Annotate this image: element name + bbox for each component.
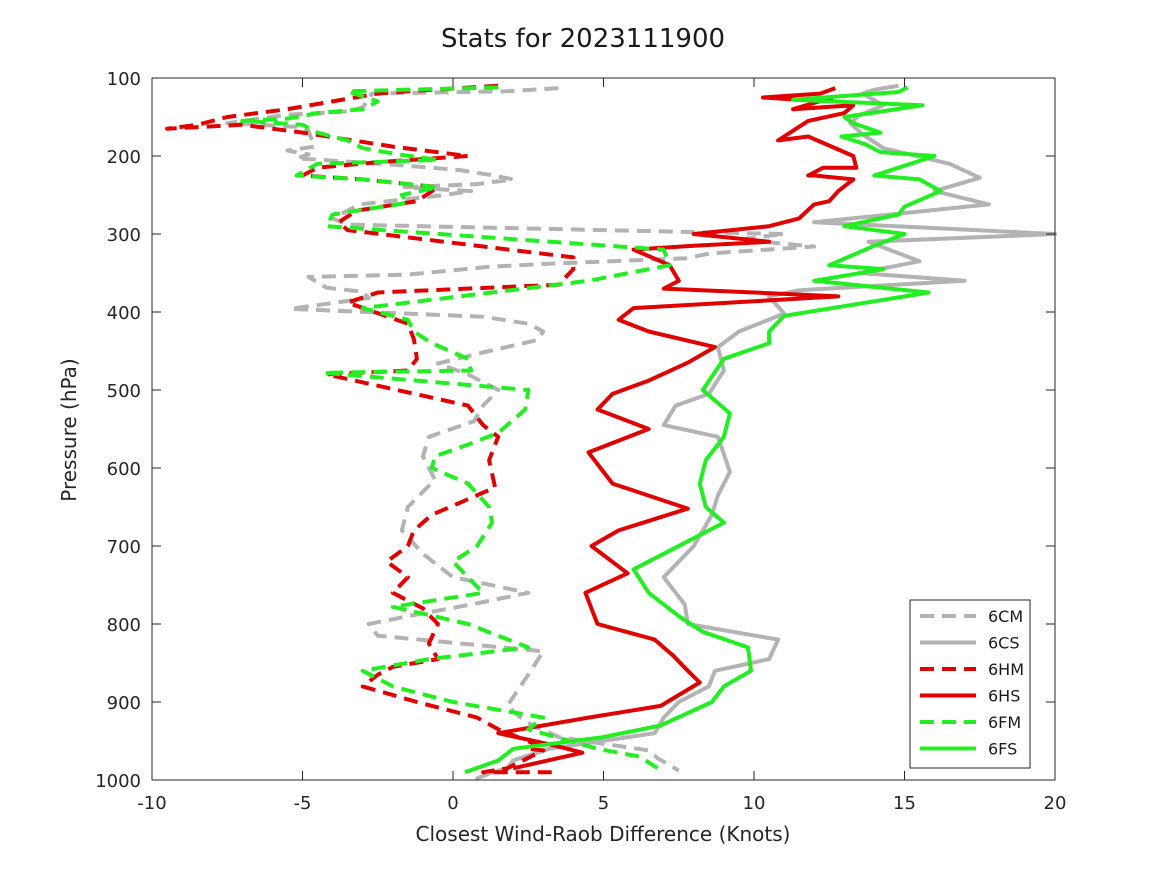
y-tick-label: 100 [107,69,141,90]
series-6fm-line [240,85,672,770]
y-tick-label: 500 [107,381,141,402]
x-tick-label: 20 [1044,793,1067,814]
x-tick-label: 15 [893,793,916,814]
y-tick-label: 300 [107,225,141,246]
y-tick-label: 600 [107,459,141,480]
y-tick-label: 400 [107,303,141,324]
x-tick-label: -10 [137,793,166,814]
chart-title: Stats for 2023111900 [441,24,725,54]
legend-label-6fm: 6FM [988,713,1021,732]
y-tick-label: 700 [107,537,141,558]
y-axis-label: Pressure (hPa) [57,358,81,501]
legend: 6CM 6CS 6HM 6HS 6FM 6FS [909,599,1031,769]
legend-box [909,599,1031,769]
legend-label-6cs: 6CS [988,634,1020,653]
y-tick-label: 800 [107,615,141,636]
x-axis-label: Closest Wind-Raob Difference (Knots) [416,822,791,846]
legend-label-6fs: 6FS [988,740,1017,759]
x-tick-label: 0 [447,793,458,814]
series-layer [165,83,1057,781]
legend-label-6hs: 6HS [988,687,1020,706]
axis-ticks: -10 -5 0 5 10 15 20 100 200 300 400 500 600 700 800 900… [95,69,1066,814]
y-tick-label: 200 [107,147,141,168]
x-tick-label: 5 [598,793,609,814]
series-6fs-line [464,85,943,775]
legend-label-6hm: 6HM [988,660,1024,679]
x-tick-label: 10 [743,793,766,814]
series-6cm-line [225,86,817,773]
x-tick-label: -5 [294,793,312,814]
y-tick-label: 900 [107,693,141,714]
y-tick-label: 1000 [95,771,141,792]
series-6hs-line [496,86,859,771]
legend-label-6cm: 6CM [988,607,1023,626]
